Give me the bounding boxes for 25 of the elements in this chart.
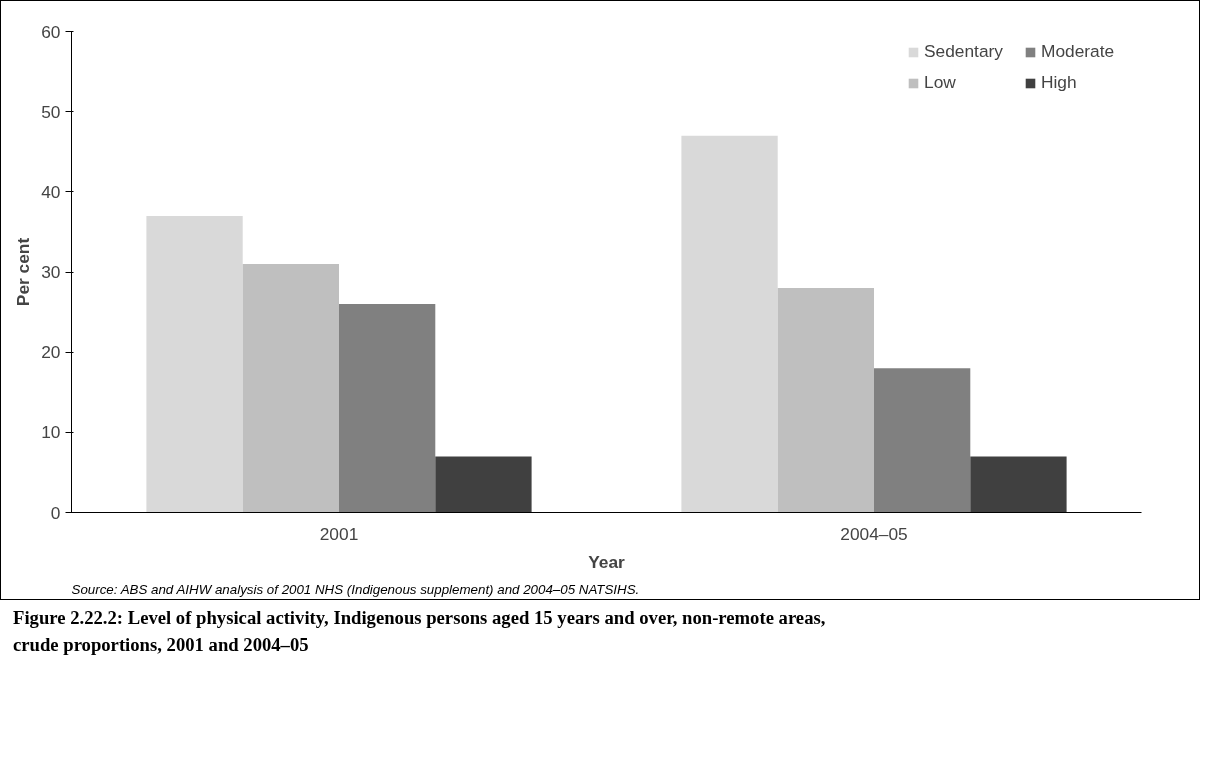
- bar: [242, 263, 339, 513]
- x-tick-label: 2001: [319, 523, 359, 544]
- text: Figure 2.22.2: Level of physical activity, Indigenous persons aged 15 years and over, non-remote areas, crude proportions, 2001 and 2004–05: [13, 606, 827, 657]
- y-tick-label: 60: [41, 21, 61, 42]
- bar: [339, 304, 436, 513]
- source-note: Source: ABS and AIHW analysis of 2001 NHS (Indigenous supplement) and 2004–05 NATSIHS.: [71, 581, 640, 597]
- legend-label: Low: [924, 72, 957, 93]
- y-tick-label: 30: [41, 262, 61, 282]
- y-tick-label: 0: [50, 502, 61, 523]
- bar: [435, 456, 532, 513]
- bar: [874, 368, 971, 513]
- x-axis-title: Year: [588, 551, 626, 572]
- y-tick-label: 50: [41, 101, 61, 122]
- bar: [970, 456, 1067, 513]
- y-tick-label: 10: [41, 422, 61, 443]
- y-tick-label: 20: [41, 342, 61, 363]
- x-tick-label: 2004–05: [840, 523, 908, 544]
- bar: [777, 288, 874, 513]
- legend-label: Moderate: [1041, 41, 1116, 62]
- legend-label: Sedentary: [924, 41, 1004, 62]
- y-tick-label: 40: [41, 181, 61, 202]
- bar: [681, 135, 778, 513]
- y-axis-title: Per cent: [13, 237, 34, 307]
- bar: [146, 215, 243, 513]
- legend-label: High: [1041, 72, 1078, 93]
